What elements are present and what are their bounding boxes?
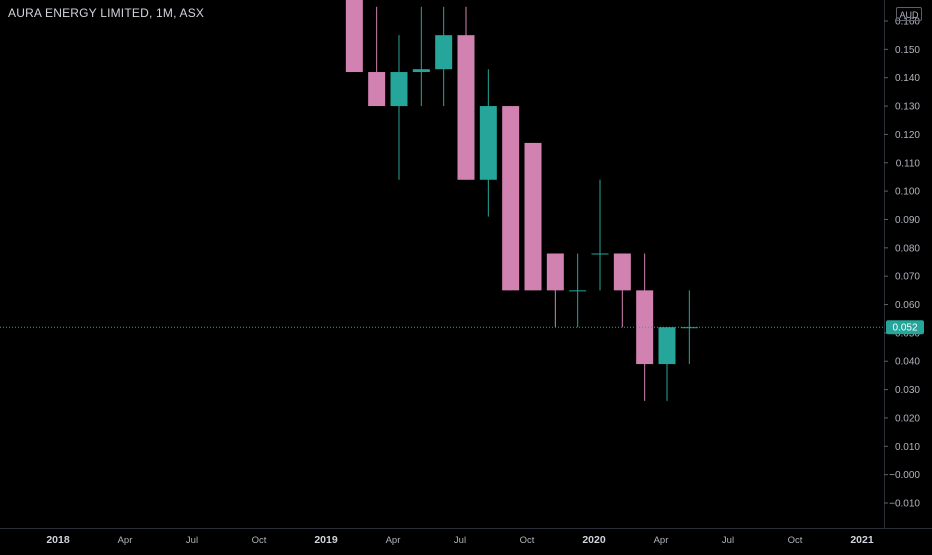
candle [479, 69, 497, 217]
time-tick-label: Oct [788, 535, 803, 546]
candle-body [569, 290, 587, 292]
price-tick-label: 0.040 [895, 357, 920, 368]
price-tick-label: 0.100 [895, 187, 920, 198]
candle-body [435, 35, 453, 70]
candle-body [502, 106, 520, 291]
price-tick-label: 0.070 [895, 272, 920, 283]
candle [412, 6, 430, 107]
time-tick-label: 2020 [582, 534, 606, 546]
candle-body [680, 327, 698, 329]
candle-body [546, 253, 564, 291]
candle [613, 253, 631, 328]
candle [680, 290, 698, 365]
currency-button[interactable]: AUD [896, 7, 922, 21]
price-tick-label: 0.080 [895, 243, 920, 254]
candle [658, 327, 676, 401]
time-tick-label: Apr [654, 535, 669, 546]
candle [457, 6, 475, 180]
candle [524, 142, 542, 291]
candle [569, 253, 587, 328]
price-tick-label: −0.000 [889, 470, 920, 481]
price-tick-label: 0.010 [895, 442, 920, 453]
price-tick-label: 0.090 [895, 215, 920, 226]
time-tick-label: Jul [454, 535, 466, 546]
price-tick-label: 0.020 [895, 413, 920, 424]
time-tick-label: Oct [520, 535, 535, 546]
price-tick-label: 0.140 [895, 73, 920, 84]
price-tick-label: 0.120 [895, 130, 920, 141]
last-price-badge [886, 320, 924, 335]
time-tick-label: 2019 [314, 534, 338, 546]
last-price-layer: 0.052 [0, 320, 924, 335]
price-tick-label: −0.010 [889, 499, 920, 510]
candle [546, 253, 564, 328]
candle [435, 6, 453, 107]
last-price-label: 0.052 [892, 323, 917, 334]
price-tick-label: 0.150 [895, 45, 920, 56]
candles-layer [345, 0, 698, 401]
price-tick-label: 0.110 [896, 158, 921, 169]
candle [636, 253, 654, 401]
candle-body [524, 142, 542, 291]
candle-body [658, 327, 676, 365]
symbol-title: AURA ENERGY LIMITED, 1M, ASX [8, 6, 205, 20]
time-tick-label: Jul [722, 535, 734, 546]
time-tick-label: Apr [118, 535, 133, 546]
time-tick-label: Jul [186, 535, 198, 546]
candle [591, 179, 609, 291]
time-axis: 2018 Apr Jul Oct 2019 Apr Jul Oct 2020 Apr Jul Oct 2… [0, 528, 932, 546]
price-tick-label: 0.130 [895, 102, 920, 113]
candle-body [636, 290, 654, 365]
candle [502, 106, 520, 291]
time-tick-label: Apr [386, 535, 401, 546]
candle-body [613, 253, 631, 291]
candle-body [457, 35, 475, 180]
price-tick-label: 0.060 [895, 300, 920, 311]
candle [368, 6, 386, 107]
candle [390, 35, 408, 180]
time-tick-label: Oct [252, 535, 267, 546]
candle-body [591, 253, 609, 255]
price-tick-label: 0.030 [895, 385, 920, 396]
candle [345, 0, 363, 73]
candle-body [479, 106, 497, 180]
candle-body [345, 0, 363, 73]
candle-body [368, 72, 386, 107]
price-axis: 0.160 0.150 0.140 0.130 0.120 0.110 0.100 0.090… [884, 0, 920, 528]
candle-body [412, 69, 430, 73]
time-tick-label: 2018 [46, 534, 70, 546]
candle-body [390, 72, 408, 107]
time-tick-label: 2021 [850, 534, 874, 546]
price-tick-label: 0.160 [895, 17, 920, 28]
